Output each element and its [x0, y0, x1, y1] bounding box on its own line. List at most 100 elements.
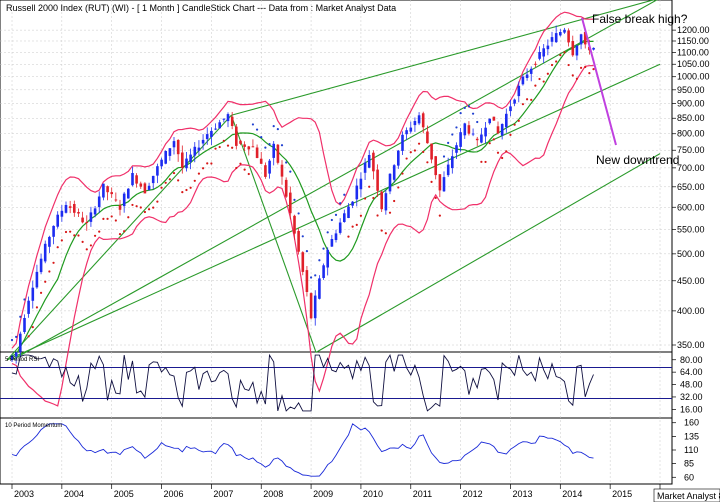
- sar-dot: [56, 246, 59, 249]
- year-label: 2012: [463, 489, 483, 499]
- candle-body: [60, 210, 64, 217]
- sar-dot: [19, 315, 22, 318]
- sar-dot: [471, 112, 475, 115]
- candle-body: [355, 185, 359, 200]
- candle-body: [351, 201, 354, 206]
- candle-body: [251, 146, 255, 148]
- candle-body: [68, 206, 72, 208]
- sar-dot: [235, 166, 238, 170]
- sar-dot: [110, 215, 113, 218]
- momentum-panel: [0, 417, 673, 485]
- sar-dot: [77, 234, 80, 237]
- candle-body: [372, 152, 375, 172]
- sar-dot: [401, 172, 404, 175]
- candle-body: [421, 113, 425, 128]
- candle-body: [313, 295, 317, 319]
- candle-body: [509, 106, 512, 112]
- candle-body: [488, 118, 491, 124]
- sar-dot: [243, 168, 246, 171]
- candle-body: [102, 183, 105, 198]
- sar-dot: [567, 63, 570, 67]
- sar-dot: [214, 147, 217, 150]
- sar-dot: [218, 145, 221, 149]
- sar-dot: [509, 133, 512, 136]
- sar-dot: [368, 185, 371, 188]
- candle-body: [376, 169, 379, 191]
- sar-dot: [27, 335, 30, 338]
- sar-dot: [372, 196, 375, 200]
- year-label: 2007: [213, 489, 233, 499]
- annotation-false-break: False break high?: [592, 12, 688, 26]
- sar-dot: [405, 157, 408, 160]
- candle-body: [330, 239, 334, 247]
- candle-body: [156, 166, 159, 176]
- sar-dot: [226, 144, 230, 147]
- rsi-tick-label: 32.00: [680, 392, 703, 402]
- sar-dot: [143, 210, 147, 214]
- price-tick-label: 1200.00: [677, 25, 710, 35]
- sar-dot: [201, 167, 205, 170]
- candle-body: [272, 143, 275, 158]
- sar-dot: [339, 202, 342, 205]
- sar-dot: [280, 144, 284, 147]
- sar-dot: [118, 232, 122, 236]
- candle-body: [81, 217, 84, 223]
- candle-body: [318, 278, 321, 299]
- candle-body: [52, 225, 55, 237]
- sar-dot: [376, 214, 379, 217]
- candle-body: [10, 355, 14, 361]
- candle-body: [143, 183, 147, 194]
- sar-dot: [156, 200, 159, 203]
- sar-dot: [81, 240, 84, 244]
- sar-dot: [538, 77, 541, 81]
- sar-dot: [210, 162, 213, 165]
- sar-dot: [35, 306, 39, 309]
- candle-body: [347, 206, 350, 218]
- sar-dot: [314, 274, 317, 277]
- momentum-tick-label: 85: [684, 459, 694, 469]
- year-label: 2010: [363, 489, 383, 499]
- channel-middle-line: [6, 63, 661, 361]
- candle-body: [405, 130, 408, 135]
- sar-dot: [289, 170, 292, 173]
- channel-upper-line: [11, 0, 658, 361]
- price-tick-label: 400.00: [677, 306, 705, 316]
- candle-body: [230, 116, 234, 126]
- candle-body: [480, 134, 483, 143]
- sar-dot: [147, 208, 151, 211]
- sar-dot: [160, 186, 163, 189]
- sar-dot: [305, 250, 309, 253]
- sar-dot: [459, 111, 462, 115]
- candle-body: [284, 179, 288, 197]
- candle-body: [496, 126, 500, 134]
- candle-body: [388, 173, 392, 192]
- sar-dot: [139, 206, 142, 209]
- bollinger-bands: [11, 11, 594, 407]
- candle-body: [147, 185, 151, 190]
- price-tick-label: 450.00: [677, 276, 705, 286]
- sar-dot: [517, 119, 520, 122]
- sar-dot: [413, 149, 417, 152]
- sar-dot: [114, 219, 117, 222]
- year-label: 2015: [612, 489, 632, 499]
- sar-dot: [231, 146, 234, 149]
- chart-title: Russell 2000 Index (RUT) (WI) - [ 1 Mont…: [6, 3, 396, 13]
- sar-dot: [334, 213, 338, 216]
- annotation-new-downtrend: New downtrend: [596, 153, 679, 167]
- sar-dot: [189, 186, 192, 189]
- candle-body: [222, 118, 226, 120]
- sar-dot: [69, 230, 72, 233]
- candle-body: [430, 143, 433, 160]
- momentum-tick-label: 135: [684, 431, 699, 441]
- sar-dot: [409, 151, 412, 154]
- candle-body: [521, 76, 525, 85]
- candle-body: [426, 131, 429, 144]
- sar-dot: [52, 261, 55, 264]
- sar-dot: [496, 151, 500, 154]
- candle-body: [268, 160, 271, 174]
- trend-channels: [6, 0, 661, 361]
- candle-body: [189, 154, 192, 162]
- candle-body: [14, 352, 18, 357]
- candle-body: [471, 133, 475, 135]
- sar-dot: [10, 338, 14, 342]
